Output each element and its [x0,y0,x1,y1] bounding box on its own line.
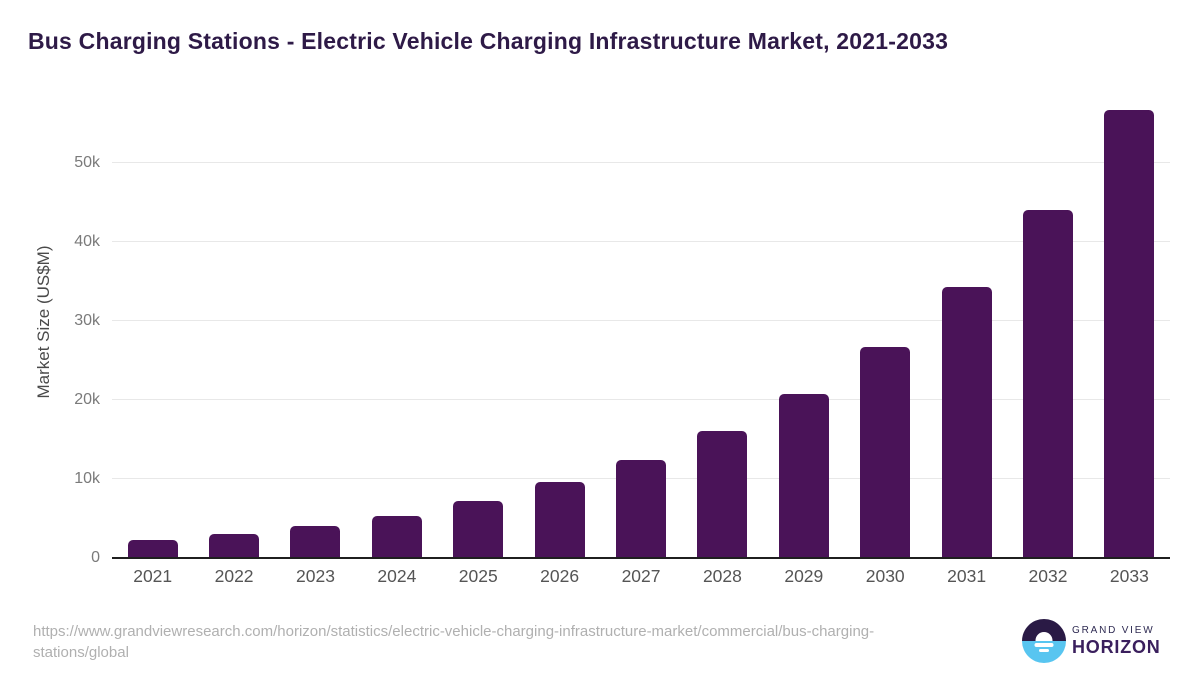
bar-slot [682,100,763,558]
x-tick-label-2024: 2024 [377,566,417,586]
x-tick-label-2025: 2025 [458,566,498,586]
bar-slot [112,100,193,558]
y-tick-label: 50k [74,154,100,172]
bar-2022 [209,534,260,558]
x-tick-label-2031: 2031 [947,566,987,586]
bar-2031 [941,287,992,558]
x-tick-label-2022: 2022 [214,566,254,586]
bar-2029 [778,393,829,558]
bar-2023 [290,526,341,558]
logo-grand-view-label: GRAND VIEW [1072,624,1155,636]
x-tick-label-2026: 2026 [540,566,580,586]
y-tick-label: 40k [74,233,100,251]
gridline [112,162,1170,164]
y-axis-ticks: 0 10k 20k 30k 40k 50k [0,100,100,566]
x-tick-label-2032: 2032 [1028,566,1068,586]
chart-title: Bus Charging Stations - Electric Vehicle… [28,28,949,54]
logo-text: GRAND VIEW HORIZON [1072,625,1161,658]
bar-2027 [616,459,667,558]
x-tick-label-2028: 2028 [702,566,742,586]
bar-slot [763,100,844,558]
bars-row [112,100,1170,558]
bar-2032 [1022,210,1073,558]
x-tick-label-2023: 2023 [296,566,335,586]
y-tick-label: 20k [74,391,100,409]
horizon-sun-logo-icon [1022,619,1066,663]
bar-slot [356,100,437,558]
y-tick-label: 10k [74,470,100,488]
plot-area [112,100,1170,559]
logo-horizon-label: HORIZON [1072,636,1161,657]
x-tick-label-2030: 2030 [865,566,905,586]
x-tick-label-2029: 2029 [784,566,824,586]
x-tick-label-2021: 2021 [133,566,173,586]
bar-2033 [1104,110,1155,558]
bar-2025 [453,501,504,558]
bar-slot [1089,100,1170,558]
bar-2021 [127,540,178,558]
y-tick-label: 30k [74,312,100,330]
bar-slot [193,100,274,558]
y-tick-label: 0 [91,549,100,566]
x-axis-line [112,557,1170,559]
bar-slot [926,100,1007,558]
bar-slot [519,100,600,558]
bar-slot [1007,100,1088,558]
bar-2030 [860,346,911,558]
x-axis-ticks: 2021 2022 2023 2024 2025 2026 2027 2028 2029 2030… [112,566,1170,587]
bar-slot [600,100,681,558]
bar-2028 [697,430,748,558]
grand-view-horizon-logo: GRAND VIEW HORIZON [1022,619,1161,663]
gridline [112,320,1170,322]
source-url: https://www.grandviewresearch.com/horizo… [33,623,875,661]
gridline [112,241,1170,243]
x-tick-label-2027: 2027 [621,566,661,586]
gridline [112,399,1170,401]
bar-slot [275,100,356,558]
bar-slot [845,100,926,558]
x-tick-label-2033: 2033 [1109,566,1149,586]
bar-2024 [371,516,422,558]
bar-slot [438,100,519,558]
bar-2026 [534,481,585,558]
